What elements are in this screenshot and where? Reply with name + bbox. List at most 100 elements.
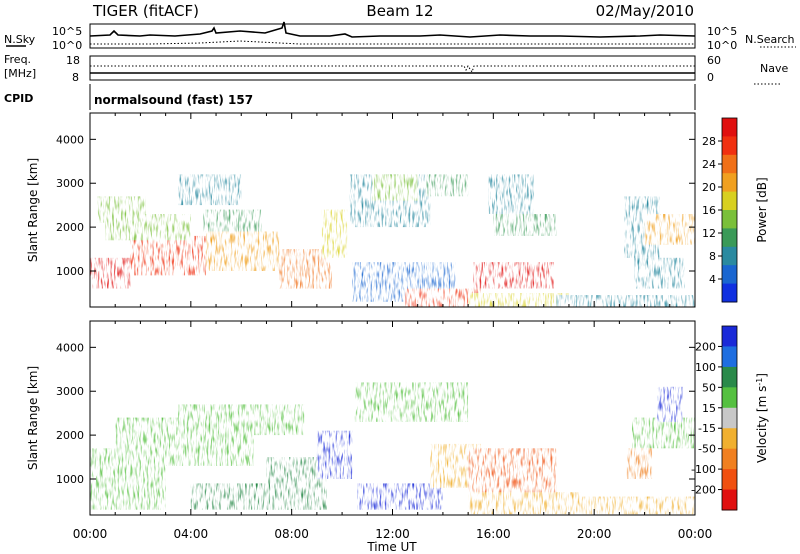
colorbar-segment-4 xyxy=(722,173,737,193)
colorbar-segment-10 xyxy=(722,283,737,303)
time-tick-label-0: 00:00 xyxy=(73,527,108,541)
nsearch-label: N.Search xyxy=(745,33,795,46)
colorbar-tick-label-12: 12 xyxy=(702,227,716,240)
echo-region-6 xyxy=(316,430,353,479)
velocity-axes: 1000 2000 3000 4000 xyxy=(56,321,696,515)
nsky-tick-low: 10^0 xyxy=(52,39,82,52)
y-tick-label-3000: 3000 xyxy=(56,177,84,190)
freq-frame xyxy=(89,55,696,81)
cpid-text: normalsound (fast) 157 xyxy=(94,93,253,107)
colorbar-tick-label-50: 50 xyxy=(702,381,716,394)
colorbar-tick-label-28: 28 xyxy=(702,135,716,148)
freq-tick-high: 18 xyxy=(66,54,80,67)
radar-title: TIGER (fitACF) xyxy=(93,2,200,20)
velocity-ylabel: Slant Range [km] xyxy=(26,366,40,470)
time-tick-label-5: 20:00 xyxy=(577,527,612,541)
echo-region-9 xyxy=(178,174,242,206)
time-axis-label: Time UT xyxy=(366,540,417,554)
nsearch-tick-high: 10^5 xyxy=(707,25,737,38)
y-tick-label-2000: 2000 xyxy=(56,429,84,442)
y-tick-label-4000: 4000 xyxy=(56,133,84,146)
echo-region-3 xyxy=(178,404,305,436)
echo-region-13 xyxy=(488,174,534,214)
y-tick-label-1000: 1000 xyxy=(56,265,84,278)
nave-trace xyxy=(90,65,695,74)
beam-title: Beam 12 xyxy=(366,2,434,20)
echo-region-3 xyxy=(206,231,280,271)
colorbar-segment-9 xyxy=(722,489,737,511)
echo-region-13 xyxy=(632,417,695,449)
nsky-trace xyxy=(89,21,696,38)
colorbar-segment-8 xyxy=(722,246,737,266)
colorbar-tick-label-20: 20 xyxy=(702,181,716,194)
echo-region-8 xyxy=(97,196,146,223)
echo-region-15 xyxy=(657,386,683,422)
power-plot-data xyxy=(90,174,695,307)
echo-region-10 xyxy=(468,448,557,497)
y-tick-label-3000: 3000 xyxy=(56,385,84,398)
velocity-colorbar-label: Velocity [m s-1] xyxy=(755,373,770,463)
echo-region-14 xyxy=(626,448,653,479)
time-tick-label-6: 00:00 xyxy=(678,527,713,541)
colorbar-segment-1 xyxy=(722,326,737,347)
colorbar-tick-label--100: -100 xyxy=(691,463,716,476)
nave-tick-high: 60 xyxy=(707,54,721,67)
nsky-tick-high: 10^5 xyxy=(52,25,82,38)
power-colorbar-label: Power [dB] xyxy=(755,177,769,242)
colorbar-segment-1 xyxy=(722,118,737,137)
colorbar-segment-2 xyxy=(722,346,737,368)
colorbar-tick-label-24: 24 xyxy=(702,158,716,171)
velocity-plot-data xyxy=(90,382,695,515)
echo-region-11 xyxy=(372,174,418,201)
echo-region-12 xyxy=(581,496,695,515)
echo-region-7 xyxy=(357,483,443,510)
time-axis: 00:00 04:00 08:00 12:00 16:00 20:00 00:00 xyxy=(73,527,713,541)
time-tick-label-2: 08:00 xyxy=(274,527,309,541)
echo-region-5 xyxy=(321,209,348,258)
colorbar-tick-label--200: -200 xyxy=(691,484,716,497)
echo-region-4 xyxy=(190,483,267,510)
colorbar-tick-label-4: 4 xyxy=(709,273,716,286)
colorbar-segment-5 xyxy=(722,191,737,211)
colorbar-segment-9 xyxy=(722,265,737,285)
echo-region-16 xyxy=(405,288,481,307)
colorbar-tick-label--15: -15 xyxy=(698,422,716,435)
colorbar-tick-label-100: 100 xyxy=(695,361,716,374)
cpid-panel: CPID normalsound (fast) 157 xyxy=(4,84,696,110)
colorbar-segment-3 xyxy=(722,366,737,388)
echo-region-22 xyxy=(634,257,685,289)
date-title: 02/May/2010 xyxy=(595,2,694,20)
echo-regions xyxy=(90,382,695,515)
colorbar-tick-label-8: 8 xyxy=(709,250,716,263)
freq-panel: Freq. [MHz] 18 8 60 0 Nave xyxy=(4,53,788,85)
time-tick-label-1: 04:00 xyxy=(174,527,209,541)
colorbar-frame xyxy=(721,325,738,511)
colorbar-segment-5 xyxy=(722,407,737,429)
time-tick-label-4: 16:00 xyxy=(476,527,511,541)
echo-region-7 xyxy=(203,209,262,232)
colorbar-segment-2 xyxy=(722,136,737,156)
colorbar-segment-7 xyxy=(722,448,737,470)
echo-regions xyxy=(90,174,695,307)
echo-region-8 xyxy=(354,382,469,422)
echo-region-12 xyxy=(425,174,469,197)
power-panel: 1000 2000 3000 4000 Slant Range [km] 4 8 12 16… xyxy=(26,112,769,308)
freq-tick-low: 8 xyxy=(72,71,79,84)
power-axes: 1000 2000 3000 4000 xyxy=(56,113,696,307)
colorbar-tick-label-200: 200 xyxy=(695,340,716,353)
echo-region-17 xyxy=(473,262,554,289)
nave-tick-low: 0 xyxy=(707,71,714,84)
colorbar-tick-label-16: 16 xyxy=(702,204,716,217)
echo-region-1 xyxy=(90,257,131,289)
y-tick-label-4000: 4000 xyxy=(56,341,84,354)
nave-label: Nave xyxy=(760,62,788,75)
freq-label-line1: Freq. xyxy=(4,53,31,66)
colorbar-tick-label-15: 15 xyxy=(702,402,716,415)
power-colorbar: 4 8 12 16 20 24 28 xyxy=(702,117,738,303)
colorbar-segment-8 xyxy=(722,469,737,491)
time-tick-label-3: 12:00 xyxy=(375,527,410,541)
nsky-label: N.Sky xyxy=(4,33,36,46)
echo-region-19 xyxy=(556,295,695,307)
nsky-panel: N.Sky 10^5 10^0 10^5 10^0 N.Search xyxy=(4,21,796,52)
